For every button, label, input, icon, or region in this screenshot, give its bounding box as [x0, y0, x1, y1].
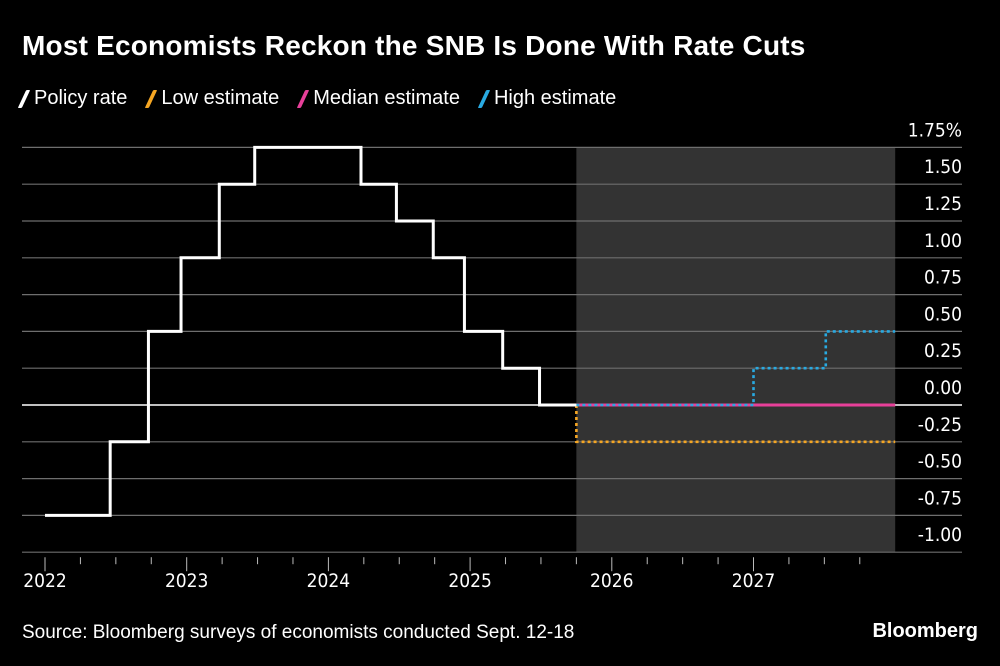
legend-item-low-estimate: Low estimate: [145, 87, 280, 110]
y-tick-label: 0.50: [924, 303, 962, 325]
x-tick-label: 2025: [448, 570, 492, 592]
legend-label: High estimate: [493, 87, 617, 109]
legend-item-high-estimate: High estimate: [477, 87, 617, 110]
y-tick-label: 0.25: [924, 340, 962, 362]
legend-item-policy-rate: Policy rate: [17, 87, 128, 110]
source-note: Source: Bloomberg surveys of economists …: [22, 622, 575, 643]
chart-title: Most Economists Reckon the SNB Is Done W…: [22, 30, 806, 61]
x-tick-label: 2022: [23, 570, 67, 592]
forecast-shade: [576, 147, 896, 553]
x-tick-label: 2023: [165, 570, 209, 592]
y-tick-label: 0.00: [924, 377, 962, 399]
y-tick-label: -0.25: [918, 414, 962, 436]
y-tick-label: 1.75%: [908, 119, 962, 141]
y-tick-label: 1.50: [924, 156, 962, 178]
y-tick-label: 1.25: [924, 193, 962, 215]
legend-label: Median estimate: [313, 87, 460, 109]
legend: Policy rate Low estimate Median estimate…: [17, 87, 617, 110]
legend-label: Policy rate: [34, 87, 128, 109]
y-tick-label: -0.50: [918, 451, 962, 473]
y-tick-label: 1.00: [924, 230, 962, 252]
series-low-estimate: [575, 405, 896, 444]
bloomberg-logo: Bloomberg: [872, 620, 978, 642]
y-tick-label: 0.75: [924, 267, 962, 289]
series-policy-rate: [45, 145, 577, 517]
x-tick-label: 2024: [307, 570, 351, 592]
x-tick-label: 2027: [732, 570, 776, 592]
y-tick-label: -0.75: [918, 487, 962, 509]
legend-item-median-estimate: Median estimate: [297, 87, 460, 110]
legend-label: Low estimate: [161, 87, 280, 109]
x-tick-label: 2026: [590, 570, 634, 592]
y-tick-label: -1.00: [918, 524, 962, 546]
